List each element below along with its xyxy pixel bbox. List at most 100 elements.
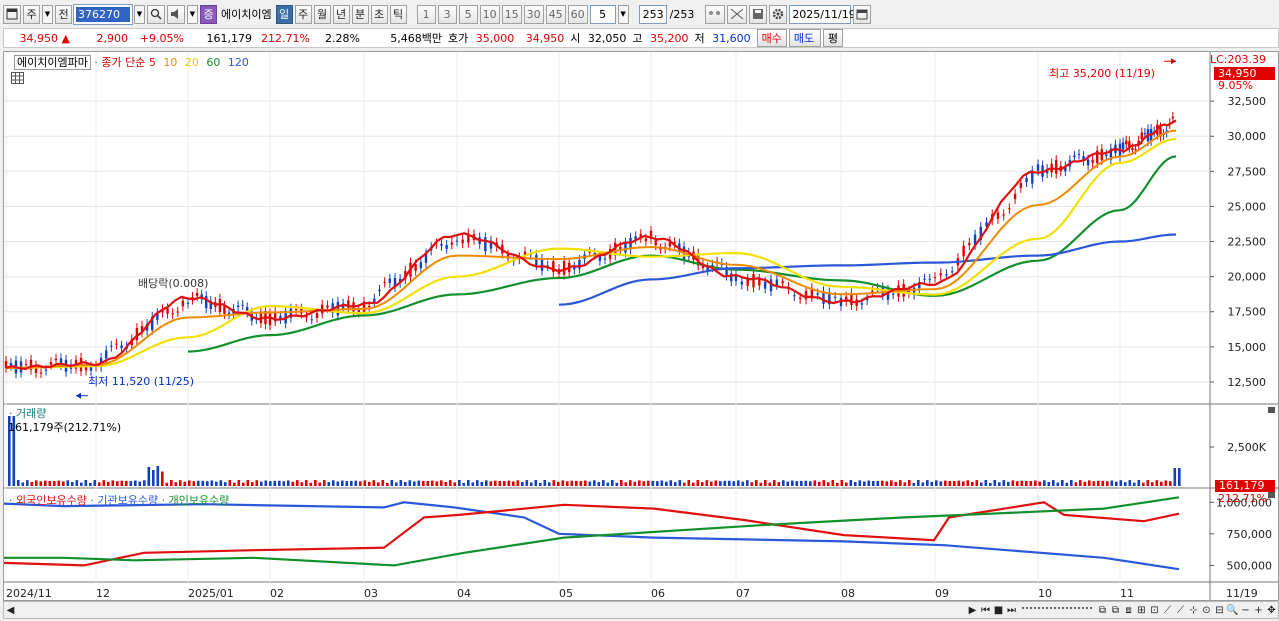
move-icon[interactable]: ✥: [1267, 604, 1276, 616]
line-tool-icon[interactable]: ⟋: [1177, 604, 1184, 616]
fast-forward-icon[interactable]: ⏭: [1007, 604, 1016, 616]
minus-icon[interactable]: −: [1241, 604, 1250, 616]
save-icon[interactable]: [749, 4, 768, 24]
zoom-icon[interactable]: 🔍: [1226, 604, 1239, 616]
volume-bar: [548, 482, 551, 486]
stock-chart[interactable]: 32,500 30,000 27,500 25,000 22,500 20,000 17,5…: [3, 51, 1279, 601]
period-year-button[interactable]: 년: [332, 4, 350, 24]
high-annotation: 최고 35,200 (11/19): [1049, 67, 1156, 80]
interval-button[interactable]: 3: [437, 4, 457, 24]
ma60-line: [187, 155, 1177, 353]
volume-bar: [228, 480, 232, 486]
tool-icon[interactable]: ⊟: [1215, 604, 1224, 616]
chart-canvas[interactable]: 32,500 30,000 27,500 25,000 22,500 20,000 17,5…: [4, 52, 1278, 600]
speaker-icon[interactable]: [167, 4, 185, 24]
grid-icon[interactable]: [11, 72, 24, 87]
candle-body: [973, 234, 977, 245]
volume-bar: [377, 482, 380, 486]
candle-body: [1096, 150, 1099, 164]
chart-icon[interactable]: [705, 4, 726, 24]
candle-body: [176, 311, 179, 313]
tool-icon[interactable]: ⊹: [1189, 604, 1198, 616]
calendar-icon[interactable]: [853, 4, 872, 24]
period-second-button[interactable]: 초: [370, 4, 388, 24]
low-annotation: 최저 11,520 (11/25): [88, 375, 195, 388]
tool-icon[interactable]: ⧉: [1098, 604, 1107, 616]
volume-bar: [701, 482, 704, 486]
volume-bar: [728, 480, 731, 486]
scroll-left-icon[interactable]: ◀: [6, 604, 15, 616]
candle-body: [223, 305, 226, 314]
candle-body: [181, 300, 185, 307]
interval-button[interactable]: 45: [545, 4, 566, 24]
volume-last-pct-tag: 212.71%: [1218, 492, 1267, 505]
interval-button[interactable]: 30: [523, 4, 544, 24]
volume-bar: [309, 482, 313, 486]
scroll-right-icon[interactable]: ▶: [968, 604, 977, 616]
tool-icon[interactable]: ⊡: [1150, 604, 1159, 616]
period-week-button[interactable]: 주: [294, 4, 312, 24]
volume-bar: [201, 480, 205, 486]
candle-body: [373, 298, 376, 303]
volume-bar: [876, 480, 880, 486]
interval-button[interactable]: 1: [416, 4, 436, 24]
interval-input[interactable]: 5: [589, 4, 616, 24]
chart-scrollbar[interactable]: ◀ ▶ ⏮ ■ ⏭ ⧉ ⧉ ⧈ ⊞ ⊡ ⟋ ⟋ ⊹ ⊙ ⊟ 🔍 − + ✥: [3, 601, 1279, 619]
period-mode-select[interactable]: 주: [23, 4, 40, 24]
tool-icon[interactable]: ⧈: [1125, 604, 1132, 616]
candle-body: [763, 281, 767, 289]
candle-body: [171, 313, 174, 315]
candle-body: [552, 261, 555, 273]
prev-button[interactable]: 전: [55, 4, 72, 24]
volume-last-tag: 161,179: [1215, 480, 1275, 492]
plus-icon[interactable]: +: [1254, 604, 1263, 616]
volume-bar: [381, 480, 385, 486]
y-tick-label: 20,000: [1228, 271, 1267, 284]
tool-icon[interactable]: ⊞: [1137, 604, 1146, 616]
volume-bar: [710, 481, 713, 486]
volume-bar: [921, 482, 925, 486]
stop-icon[interactable]: ■: [993, 604, 1004, 616]
zoom-slider[interactable]: [1022, 607, 1092, 613]
period-month-button[interactable]: 월: [313, 4, 331, 24]
flat-button[interactable]: 평: [822, 29, 843, 47]
line-tool-icon[interactable]: ⟋: [1164, 604, 1171, 616]
buy-button[interactable]: 매수: [756, 29, 787, 47]
stock-code-input[interactable]: 376270: [73, 3, 133, 25]
interval-button[interactable]: 5: [458, 4, 478, 24]
chevron-down-icon[interactable]: ▼: [617, 4, 629, 24]
date-input[interactable]: 2025/11/19: [789, 4, 856, 24]
period-tick-button[interactable]: 틱: [389, 4, 407, 24]
interval-button[interactable]: 10: [479, 4, 500, 24]
chevron-down-icon[interactable]: ▼: [42, 4, 53, 24]
period-minute-button[interactable]: 분: [351, 4, 369, 24]
tool-icon[interactable]: ⊙: [1202, 604, 1211, 616]
period-day-button[interactable]: 일: [275, 4, 293, 24]
sell-button[interactable]: 매도: [788, 29, 821, 47]
candle-body: [1002, 214, 1005, 216]
volume-bar: [134, 480, 137, 486]
window-icon[interactable]: [3, 4, 21, 24]
search-icon[interactable]: [147, 4, 165, 24]
x-tick-label: 04: [457, 587, 471, 600]
count-input[interactable]: 253: [638, 4, 667, 24]
volume-bar: [840, 480, 844, 486]
rewind-icon[interactable]: ⏮: [981, 604, 990, 616]
candle-body: [388, 278, 392, 283]
volume-bar: [1119, 480, 1123, 486]
crosshair-icon[interactable]: [727, 4, 748, 24]
tool-icon[interactable]: ⧉: [1111, 604, 1120, 616]
individual-holding-line: [4, 496, 1180, 567]
candle-body: [1131, 148, 1134, 151]
volume-bar: [818, 481, 821, 486]
candle-body: [619, 246, 622, 250]
chevron-down-icon[interactable]: ▼: [134, 4, 145, 24]
gear-icon[interactable]: [769, 4, 788, 24]
volume-bar: [1070, 480, 1073, 486]
interval-button[interactable]: 60: [567, 4, 588, 24]
candle-body: [985, 222, 988, 227]
y-tick-label: 32,500: [1228, 95, 1267, 108]
chevron-down-icon[interactable]: ▼: [187, 4, 198, 24]
ma5-label: 5: [148, 56, 156, 69]
interval-button[interactable]: 15: [501, 4, 522, 24]
